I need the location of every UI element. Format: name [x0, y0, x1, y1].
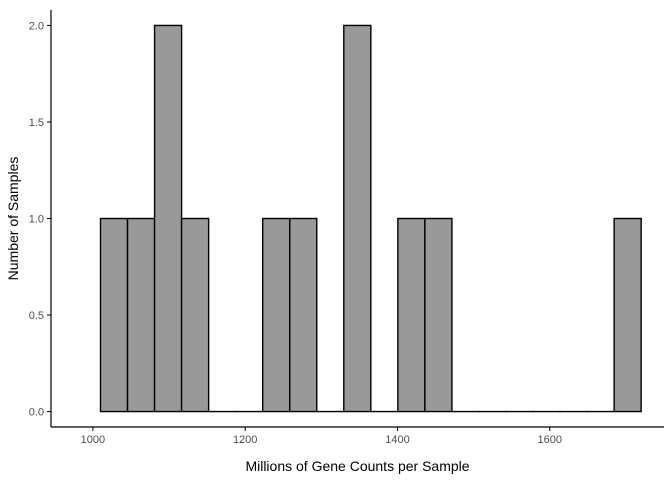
histogram-bar	[289, 217, 318, 413]
histogram-bar	[613, 217, 642, 413]
y-tick-label: 0.5	[29, 310, 44, 322]
x-tick-label: 1000	[81, 434, 105, 446]
x-tick-label: 1400	[385, 434, 409, 446]
y-tick-label: 2.0	[29, 20, 44, 32]
y-axis-ticks: 0.0 0.5 1.0 1.5 2.0	[29, 20, 51, 419]
x-tick-label: 1600	[538, 434, 562, 446]
histogram-bar	[343, 24, 372, 413]
histogram-bar	[424, 217, 453, 413]
histogram-bar	[397, 217, 426, 413]
y-tick-label: 1.5	[29, 117, 44, 129]
histogram-bar	[99, 217, 129, 413]
histogram-bar	[153, 24, 183, 413]
y-axis-title: Number of Samples	[5, 157, 21, 281]
histogram-bar	[126, 217, 156, 413]
y-tick-label: 1.0	[29, 214, 44, 226]
bars-layer	[99, 24, 642, 413]
histogram-bar	[261, 217, 291, 413]
x-axis-ticks: 1000 1200 1400 1600	[81, 427, 562, 446]
histogram-bar	[180, 217, 210, 413]
y-tick-label: 0.0	[29, 407, 44, 419]
x-axis-title: Millions of Gene Counts per Sample	[245, 458, 469, 474]
x-tick-label: 1200	[233, 434, 257, 446]
